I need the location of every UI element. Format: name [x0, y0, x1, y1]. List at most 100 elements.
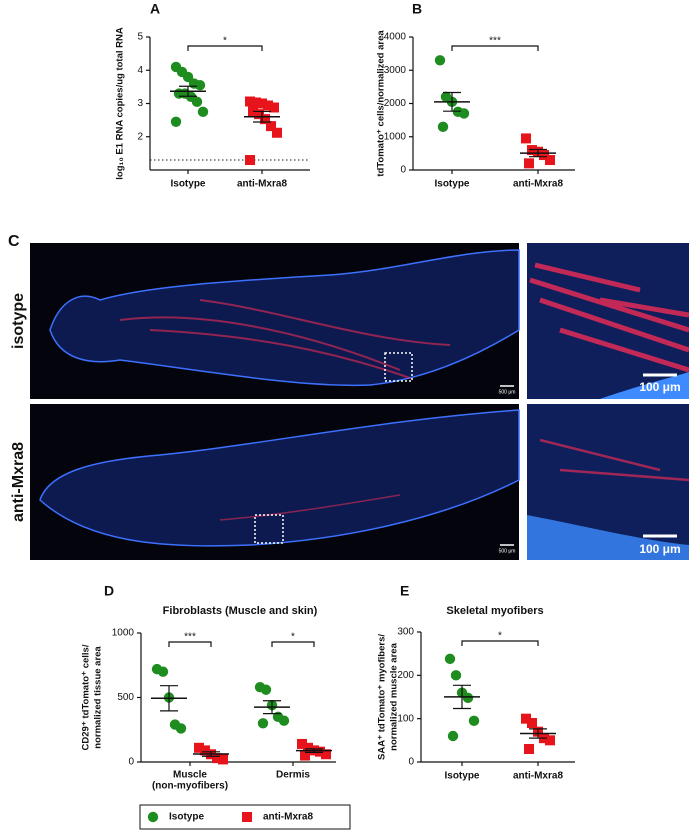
panel-label: D: [104, 583, 114, 599]
data-point: [194, 742, 204, 753]
y-tick-label: 2000: [384, 98, 407, 109]
scale-bar-label: 500 μm: [499, 548, 516, 554]
data-point: [434, 55, 446, 66]
data-point: [245, 96, 255, 107]
panel-label: E: [400, 583, 409, 599]
data-point: [545, 735, 555, 746]
data-point: [175, 723, 187, 734]
data-point: [263, 100, 273, 111]
y-tick-label: 300: [397, 627, 414, 638]
significance-bracket: [451, 45, 539, 51]
data-point: [254, 109, 264, 120]
data-point: [458, 108, 470, 119]
tdtomato-signal: [529, 262, 689, 373]
data-point: [297, 738, 307, 749]
data-point: [521, 133, 531, 144]
y-tick-label: 0: [128, 757, 134, 768]
x-tick-label: Dermis: [276, 770, 310, 781]
data-point: [300, 750, 310, 761]
legend-label: anti-Mxra8: [263, 812, 313, 823]
y-tick-label: 1000: [112, 628, 135, 639]
data-point: [200, 745, 210, 756]
chart-title: Skeletal myofibers: [446, 605, 543, 617]
data-point: [182, 71, 194, 83]
panel-label: C: [8, 233, 20, 250]
data-point: [521, 713, 531, 724]
y-axis-label: SAA⁺ tdTomato⁺ myofibers/: [377, 634, 388, 760]
x-tick-label: (non-myofibers): [152, 781, 228, 792]
data-point: [545, 155, 555, 166]
data-point: [269, 102, 279, 113]
data-point: [468, 715, 480, 727]
chart-title: Fibroblasts (Muscle and skin): [163, 605, 318, 617]
y-tick-label: 0: [400, 165, 406, 176]
y-tick-label: 100: [397, 713, 414, 724]
x-tick-label: anti-Mxra8: [513, 771, 563, 782]
data-point: [321, 749, 331, 760]
data-point: [257, 98, 267, 109]
tissue-edge: [527, 515, 689, 560]
data-point: [212, 753, 222, 764]
row-label: anti-Mxra8: [10, 442, 27, 522]
y-tick-label: 200: [397, 670, 414, 681]
significance-bracket: [271, 641, 315, 647]
data-point: [245, 155, 255, 166]
y-axis-label: CD29⁺ tdTomato⁺ cells/: [81, 644, 92, 750]
y-tick-label: 3: [137, 98, 143, 109]
y-axis-label: normalized tissue area: [93, 646, 104, 749]
significance-bracket: [187, 45, 263, 51]
data-point: [315, 746, 325, 757]
data-point: [450, 670, 462, 681]
data-point: [303, 742, 313, 753]
scale-bar-label: 100 μm: [639, 380, 680, 394]
data-point: [539, 150, 549, 161]
tissue: [39, 409, 520, 547]
scale-bar-label: 500 μm: [499, 389, 516, 395]
significance-label: ***: [489, 36, 501, 47]
scale-bar-label: 100 μm: [639, 542, 680, 556]
x-tick-label: Isotype: [444, 771, 479, 782]
data-point: [157, 666, 169, 677]
significance-bracket: [168, 641, 212, 647]
roi-box: [254, 514, 284, 544]
data-point: [194, 80, 206, 91]
y-tick-label: 4: [137, 65, 143, 76]
panel-label: A: [150, 1, 160, 17]
y-tick-label: 500: [117, 692, 134, 703]
x-tick-label: Isotype: [170, 179, 205, 190]
y-tick-label: 4000: [384, 32, 407, 43]
data-point: [447, 730, 459, 742]
data-point: [191, 96, 203, 108]
data-point: [444, 653, 456, 665]
micrograph-panel: 500 μm 100 μm 500 μm 100 μm C isotype an…: [8, 233, 689, 560]
data-point: [197, 106, 209, 118]
y-tick-label: 5: [137, 32, 143, 43]
tissue: [49, 249, 520, 387]
x-tick-label: anti-Mxra8: [513, 179, 563, 190]
y-axis-label: log₁₀ E1 RNA copies/ug total RNA: [115, 27, 126, 180]
significance-bracket: [461, 640, 539, 646]
data-point: [260, 114, 270, 125]
tdtomato-signal: [219, 494, 401, 521]
y-tick-label: 2: [137, 131, 143, 142]
significance-label: *: [498, 631, 502, 642]
legend-marker: [242, 812, 252, 822]
data-point: [218, 754, 228, 765]
x-tick-label: Muscle: [173, 770, 207, 781]
data-point: [462, 692, 474, 704]
x-tick-label: anti-Mxra8: [237, 179, 287, 190]
data-point: [527, 718, 537, 728]
y-tick-label: 3000: [384, 65, 407, 76]
data-point: [524, 158, 534, 169]
data-point: [266, 121, 276, 132]
roi-box: [384, 352, 413, 382]
significance-label: *: [223, 36, 227, 47]
legend-label: Isotype: [169, 812, 204, 823]
data-point: [257, 718, 269, 729]
x-tick-label: Isotype: [434, 179, 469, 190]
row-label: isotype: [10, 293, 27, 349]
data-point: [278, 715, 290, 726]
panel-label: B: [412, 1, 422, 17]
data-point: [251, 97, 261, 108]
